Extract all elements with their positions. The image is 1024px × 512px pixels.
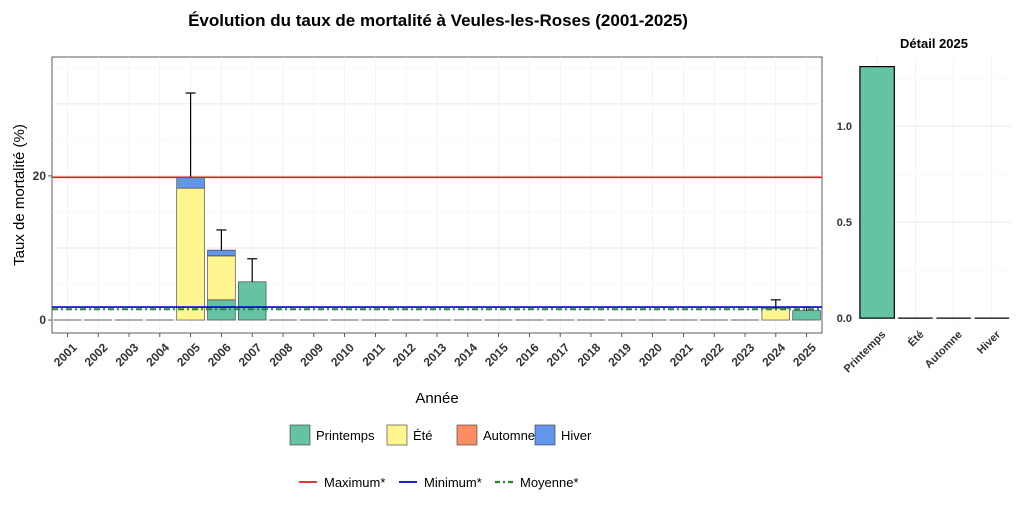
detail-title: Détail 2025 xyxy=(900,36,968,51)
main-y-ticks: 0 20 xyxy=(33,169,52,327)
detail-x-tick-label: Printemps xyxy=(842,329,889,376)
chart-title: Évolution du taux de mortalité à Veules-… xyxy=(188,11,688,30)
legend-label-hiver: Hiver xyxy=(561,428,592,443)
bar-printemps-2007 xyxy=(238,281,267,321)
x-tick-label-2013: 2013 xyxy=(421,340,450,369)
x-tick-label-2011: 2011 xyxy=(359,340,388,369)
legend-label-printemps: Printemps xyxy=(316,428,375,443)
bar-hiver-2005 xyxy=(176,177,205,189)
main-x-ticks: 2001 2002 2003 2004 2005 2006 2007 2008 2009 2010… xyxy=(51,333,819,369)
y-tick-label: 20 xyxy=(33,169,47,183)
x-tick-label-2024: 2024 xyxy=(759,340,788,369)
x-tick-label-2010: 2010 xyxy=(328,340,357,369)
bar-ete-2005 xyxy=(176,187,205,321)
legend-label-maximum: Maximum* xyxy=(324,475,385,490)
legend-label-ete: Été xyxy=(413,428,433,443)
x-tick-label-2006: 2006 xyxy=(205,340,234,369)
legend-key-hiver xyxy=(534,424,556,446)
main-error-bars xyxy=(185,92,812,311)
detail-x-tick-label: Automne xyxy=(923,329,965,371)
x-tick-label-2012: 2012 xyxy=(390,340,419,369)
detail-y-ticks: 0.0 0.5 1.0 xyxy=(837,121,852,325)
detail-y-tick-label: 0.0 xyxy=(837,313,852,325)
legend-key-printemps xyxy=(289,424,311,446)
season-legend: Printemps Été Automne Hiver xyxy=(289,424,592,446)
detail-x-tick-label: Hiver xyxy=(975,328,1003,356)
detail-bars xyxy=(859,66,1010,319)
bar-ete-2024 xyxy=(761,308,790,321)
x-tick-label-2023: 2023 xyxy=(729,340,758,369)
x-tick-label-2021: 2021 xyxy=(667,340,696,369)
x-tick-label-2002: 2002 xyxy=(82,340,111,369)
legend-label-minimum: Minimum* xyxy=(424,475,482,490)
bar-ete-2006 xyxy=(207,255,236,301)
detail-y-tick-label: 0.5 xyxy=(837,217,852,229)
x-tick-label-2008: 2008 xyxy=(267,340,296,369)
legend-key-automne xyxy=(456,424,478,446)
legend-key-ete xyxy=(386,424,408,446)
x-tick-label-2001: 2001 xyxy=(51,340,80,369)
detail-bar-printemps xyxy=(859,66,895,319)
detail-y-tick-label: 1.0 xyxy=(837,121,852,133)
reference-lines xyxy=(52,176,822,311)
x-tick-label-2007: 2007 xyxy=(236,340,265,369)
x-tick-label-2016: 2016 xyxy=(513,340,542,369)
x-tick-label-2017: 2017 xyxy=(544,340,573,369)
x-tick-label-2022: 2022 xyxy=(698,340,727,369)
y-axis-label: Taux de mortalité (%) xyxy=(11,124,28,266)
bar-hiver-2006 xyxy=(207,249,236,257)
main-plot-panel: 0 20 2001 2002 2003 2004 2005 2006 2007 2008 2009… xyxy=(33,56,823,369)
x-tick-label-2014: 2014 xyxy=(451,340,480,369)
legend-label-automne: Automne xyxy=(483,428,535,443)
x-tick-label-2009: 2009 xyxy=(297,340,326,369)
x-tick-label-2015: 2015 xyxy=(482,340,511,369)
x-tick-label-2025: 2025 xyxy=(790,340,819,369)
bar-printemps-2025 xyxy=(792,310,821,321)
detail-x-tick-label: Été xyxy=(905,328,926,349)
x-tick-label-2003: 2003 xyxy=(113,340,142,369)
x-axis-label: Année xyxy=(415,390,458,407)
x-tick-label-2005: 2005 xyxy=(174,340,203,369)
line-legend: Maximum* Minimum* Moyenne* xyxy=(299,475,579,490)
x-tick-label-2004: 2004 xyxy=(143,340,172,369)
x-tick-label-2019: 2019 xyxy=(605,340,634,369)
x-tick-label-2020: 2020 xyxy=(636,340,665,369)
x-tick-label-2018: 2018 xyxy=(575,340,604,369)
y-tick-label: 0 xyxy=(39,313,46,327)
legend-label-moyenne: Moyenne* xyxy=(520,475,579,490)
